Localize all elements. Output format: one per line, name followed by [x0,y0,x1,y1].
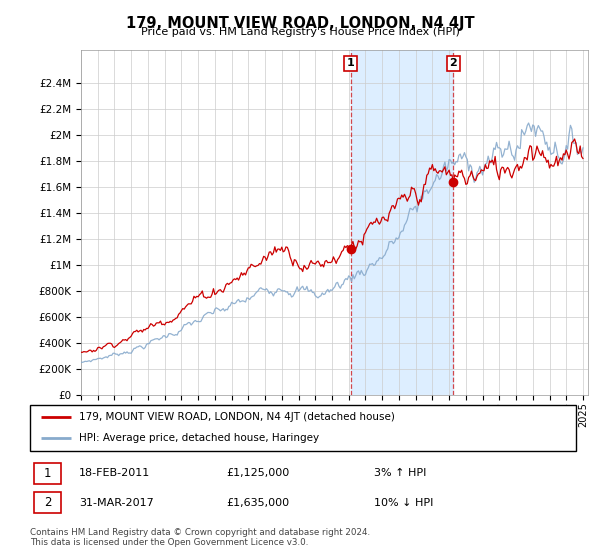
FancyBboxPatch shape [34,492,61,514]
Text: Contains HM Land Registry data © Crown copyright and database right 2024.
This d: Contains HM Land Registry data © Crown c… [30,528,370,547]
Text: 18-FEB-2011: 18-FEB-2011 [79,468,151,478]
Text: 31-MAR-2017: 31-MAR-2017 [79,498,154,508]
Text: 179, MOUNT VIEW ROAD, LONDON, N4 4JT (detached house): 179, MOUNT VIEW ROAD, LONDON, N4 4JT (de… [79,412,395,422]
Text: £1,125,000: £1,125,000 [227,468,290,478]
Text: Price paid vs. HM Land Registry's House Price Index (HPI): Price paid vs. HM Land Registry's House … [140,27,460,37]
Text: 10% ↓ HPI: 10% ↓ HPI [374,498,433,508]
Text: HPI: Average price, detached house, Haringey: HPI: Average price, detached house, Hari… [79,433,319,444]
FancyBboxPatch shape [34,463,61,484]
Text: 2: 2 [44,496,51,509]
Bar [351,50,454,395]
Text: 2: 2 [449,58,457,68]
Text: 179, MOUNT VIEW ROAD, LONDON, N4 4JT: 179, MOUNT VIEW ROAD, LONDON, N4 4JT [125,16,475,31]
Text: £1,635,000: £1,635,000 [227,498,290,508]
FancyBboxPatch shape [30,405,576,451]
Text: 1: 1 [347,58,355,68]
Text: 1: 1 [44,467,51,480]
Text: 3% ↑ HPI: 3% ↑ HPI [374,468,427,478]
